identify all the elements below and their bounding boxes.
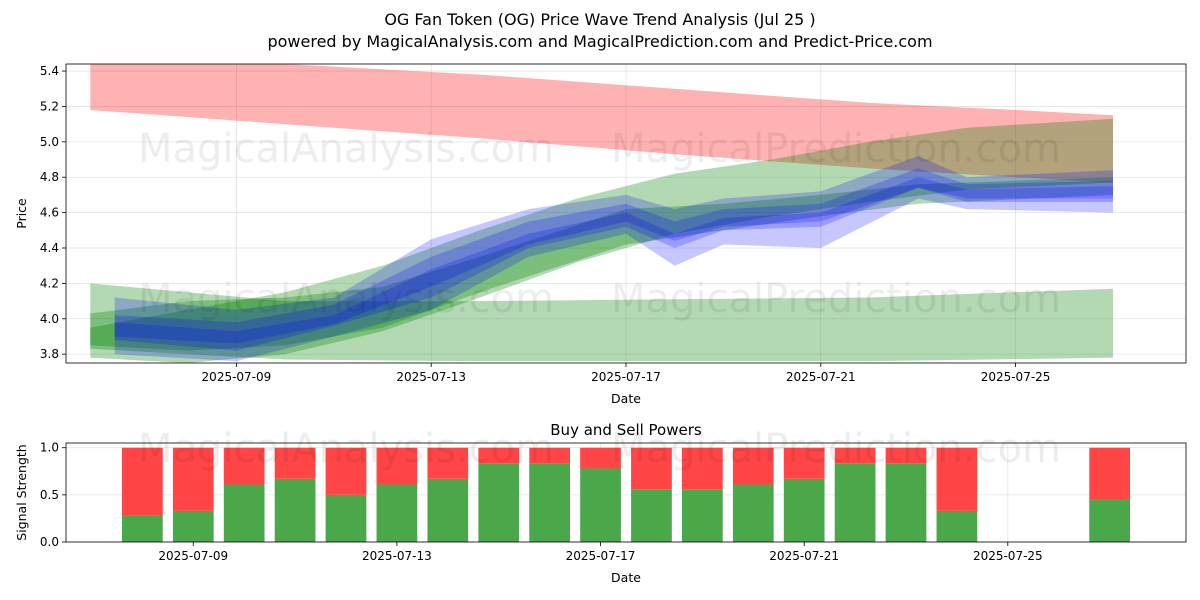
bars-xtick-label: 2025-07-09 — [158, 549, 228, 563]
main-xtick-label: 2025-07-21 — [786, 370, 856, 384]
main-xtick-label: 2025-07-25 — [981, 370, 1051, 384]
bars-ytick-label: 0.0 — [40, 535, 59, 549]
buy-bar — [325, 494, 367, 542]
buy-bar — [223, 484, 265, 542]
main-ytick-label: 5.0 — [40, 135, 59, 149]
buy-bar — [885, 463, 927, 542]
watermark: MagicalAnalysis.com — [138, 126, 554, 172]
buy-bar — [427, 478, 469, 542]
buy-bar — [732, 484, 774, 542]
sell-bar — [274, 447, 316, 479]
bars-title: Buy and Sell Powers — [550, 421, 702, 439]
sell-bar — [427, 447, 469, 479]
buy-bar — [834, 463, 876, 542]
watermark: MagicalAnalysis.com — [138, 426, 554, 472]
main-ytick-label: 4.6 — [40, 206, 59, 220]
watermark: MagicalAnalysis.com — [138, 276, 554, 322]
bars-xtick-label: 2025-07-21 — [769, 549, 839, 563]
wave-band-red-0 — [90, 64, 1113, 183]
sell-bar — [478, 447, 520, 464]
main-ytick-label: 4.0 — [40, 312, 59, 326]
figure-subtitle: powered by MagicalAnalysis.com and Magic… — [267, 32, 933, 51]
bars-ytick-label: 1.0 — [40, 441, 59, 455]
wave-band-blue-4 — [114, 156, 1113, 362]
sell-bar — [1089, 447, 1130, 500]
sell-bar — [682, 447, 723, 490]
bars-xtick-label: 2025-07-17 — [566, 549, 636, 563]
buy-bar — [580, 468, 621, 542]
buy-bar — [682, 489, 723, 542]
main-ytick-label: 4.8 — [40, 170, 59, 184]
sell-bar — [834, 447, 876, 464]
buy-bar — [122, 515, 163, 542]
sell-bar — [783, 447, 825, 479]
sell-bar — [580, 447, 621, 469]
sell-bar — [223, 447, 265, 485]
buy-bar — [529, 463, 570, 542]
main-ytick-label: 5.4 — [40, 64, 59, 78]
watermark: MagicalPrediction.com — [611, 276, 1061, 322]
main-ytick-label: 4.2 — [40, 276, 59, 290]
bars-xtick-label: 2025-07-13 — [362, 549, 432, 563]
main-xlabel: Date — [611, 391, 641, 406]
watermark: MagicalPrediction.com — [611, 126, 1061, 172]
sell-bar — [325, 447, 367, 495]
buy-bar — [936, 510, 978, 542]
buy-bar — [376, 484, 418, 542]
main-xtick-label: 2025-07-17 — [591, 370, 661, 384]
sell-bar — [631, 447, 672, 490]
main-plot-frame — [65, 63, 1187, 364]
buy-bar — [172, 510, 214, 542]
bars-xtick-label: 2025-07-25 — [973, 549, 1043, 563]
wave-band-green-2 — [90, 283, 1114, 362]
wave-band-blue-5 — [114, 168, 1113, 351]
bars-ytick-label: 0.5 — [40, 488, 59, 502]
watermark: MagicalPrediction.com — [611, 426, 1061, 472]
main-ylabel: Price — [14, 198, 29, 229]
sell-bar — [732, 447, 774, 485]
buy-bar — [631, 489, 672, 542]
main-ytick-label: 3.8 — [40, 347, 59, 361]
sell-bar — [122, 447, 163, 516]
sell-bar — [172, 447, 214, 511]
main-xtick-label: 2025-07-13 — [396, 370, 466, 384]
main-xtick-label: 2025-07-09 — [202, 370, 272, 384]
sell-bar — [885, 447, 927, 464]
figure-title: OG Fan Token (OG) Price Wave Trend Analy… — [384, 10, 816, 29]
main-ytick-label: 4.4 — [40, 241, 59, 255]
sell-bar — [376, 447, 418, 485]
buy-bar — [478, 463, 520, 542]
sell-bar — [936, 447, 978, 511]
sell-bar — [529, 447, 570, 464]
wave-band-blue-6 — [114, 177, 1113, 344]
buy-bar — [1089, 499, 1130, 542]
buy-bar — [274, 478, 316, 542]
bars-ylabel: Signal Strength — [14, 444, 29, 540]
bars-plot-frame — [65, 442, 1187, 543]
buy-bar — [783, 478, 825, 542]
main-ytick-label: 5.2 — [40, 99, 59, 113]
wave-band-green-1 — [90, 118, 1114, 363]
bars-xlabel: Date — [611, 570, 641, 585]
wave-band-green-3 — [90, 177, 1114, 351]
